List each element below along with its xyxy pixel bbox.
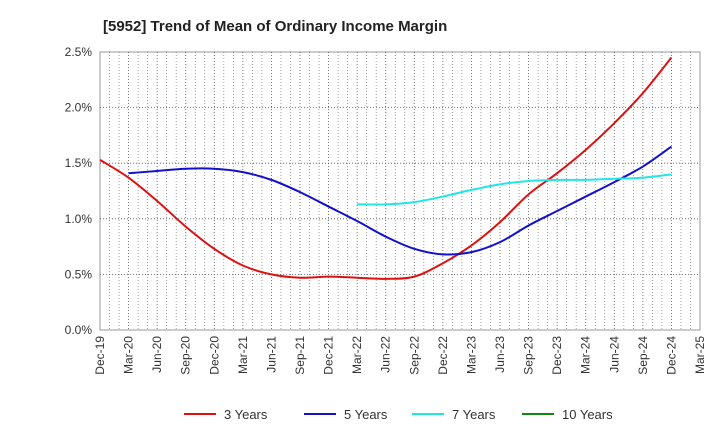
series-line-7-years (357, 173, 672, 206)
x-tick-label: Mar-23 (464, 336, 478, 374)
x-tick-label: Dec-23 (550, 336, 564, 375)
x-tick-label: Mar-24 (579, 336, 593, 374)
y-tick-label: 2.0% (65, 101, 93, 115)
x-tick-label: Dec-19 (93, 336, 107, 375)
grid (99, 51, 701, 331)
x-tick-label: Dec-21 (322, 336, 336, 375)
x-tick-label: Mar-20 (122, 336, 136, 374)
legend: 3 Years 5 Years 7 Years 10 Years (184, 407, 613, 422)
plot-area (99, 51, 701, 331)
x-tick-label: Dec-24 (664, 336, 678, 375)
legend-label: 5 Years (344, 407, 388, 422)
legend-label: 7 Years (452, 407, 496, 422)
y-tick-label: 0.0% (65, 323, 93, 337)
x-tick-label: Jun-22 (379, 336, 393, 373)
legend-label: 3 Years (224, 407, 268, 422)
series-lines (99, 56, 673, 280)
x-tick-label: Jun-21 (264, 336, 278, 373)
x-tick-label: Sep-20 (179, 336, 193, 375)
x-tick-label: Jun-20 (150, 336, 164, 373)
x-tick-label: Mar-21 (236, 336, 250, 374)
x-tick-label: Mar-22 (350, 336, 364, 374)
x-tick-label: Dec-20 (207, 336, 221, 375)
legend-label: 10 Years (562, 407, 613, 422)
series-line-5-years (128, 145, 673, 256)
x-tick-label: Sep-21 (293, 336, 307, 375)
x-tick-label: Jun-24 (607, 336, 621, 373)
x-tick-label: Sep-22 (407, 336, 421, 375)
x-tick-label: Jun-23 (493, 336, 507, 373)
x-tick-label: Sep-24 (636, 336, 650, 375)
x-tick-label: Dec-22 (436, 336, 450, 375)
y-tick-label: 0.5% (65, 267, 93, 281)
axes: 0.0% 0.5% 1.0% 1.5% 2.0% 2.5% Dec-19 Mar-20 Jun-… (65, 45, 707, 375)
series-line-3-years (99, 56, 673, 280)
y-tick-label: 2.5% (65, 45, 93, 59)
y-tick-label: 1.0% (65, 212, 93, 226)
chart-title: [5952] Trend of Mean of Ordinary Income … (103, 18, 447, 35)
y-tick-label: 1.5% (65, 156, 93, 170)
x-tick-label: Sep-23 (522, 336, 536, 375)
x-tick-label: Mar-25 (693, 336, 707, 374)
